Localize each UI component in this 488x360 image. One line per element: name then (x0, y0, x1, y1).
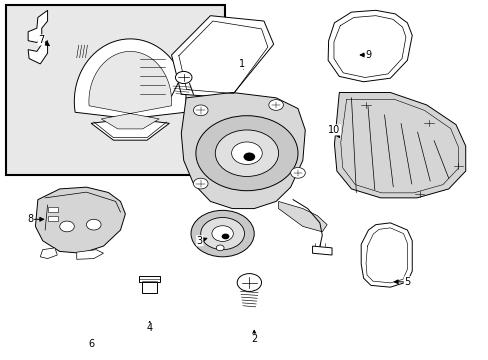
Polygon shape (312, 246, 331, 255)
Text: 5: 5 (404, 277, 409, 287)
Polygon shape (28, 10, 47, 42)
Circle shape (60, 221, 74, 232)
Polygon shape (361, 223, 411, 287)
Bar (47, 216, 58, 221)
Polygon shape (334, 93, 465, 198)
Polygon shape (181, 93, 305, 208)
Polygon shape (278, 202, 326, 232)
Polygon shape (28, 41, 47, 64)
Polygon shape (327, 10, 411, 82)
Circle shape (221, 234, 229, 239)
Text: 1: 1 (239, 59, 244, 69)
Circle shape (243, 153, 255, 161)
Polygon shape (89, 51, 171, 129)
Polygon shape (142, 282, 157, 293)
Bar (6, 5, 224, 175)
Circle shape (216, 245, 224, 251)
Circle shape (175, 71, 192, 84)
Text: 4: 4 (146, 323, 152, 333)
Text: 6: 6 (88, 339, 94, 349)
Circle shape (231, 142, 262, 165)
Polygon shape (139, 276, 160, 282)
Circle shape (268, 100, 283, 111)
Circle shape (193, 178, 207, 189)
Circle shape (193, 105, 207, 116)
Polygon shape (74, 39, 186, 140)
Polygon shape (35, 187, 125, 253)
Circle shape (196, 116, 297, 191)
Circle shape (237, 274, 261, 292)
Circle shape (201, 217, 244, 249)
Bar (47, 207, 58, 212)
Polygon shape (171, 16, 273, 98)
Circle shape (191, 210, 254, 257)
Circle shape (211, 226, 233, 242)
Polygon shape (77, 249, 103, 259)
Text: 7: 7 (38, 35, 44, 45)
Text: 8: 8 (27, 214, 34, 224)
Circle shape (290, 167, 305, 178)
Polygon shape (40, 248, 57, 258)
Text: 3: 3 (196, 236, 203, 246)
Text: 9: 9 (365, 50, 371, 60)
Circle shape (215, 130, 278, 176)
Circle shape (86, 219, 101, 230)
Text: 10: 10 (327, 125, 340, 135)
Text: 2: 2 (250, 334, 257, 344)
Text: 6: 6 (88, 339, 94, 349)
